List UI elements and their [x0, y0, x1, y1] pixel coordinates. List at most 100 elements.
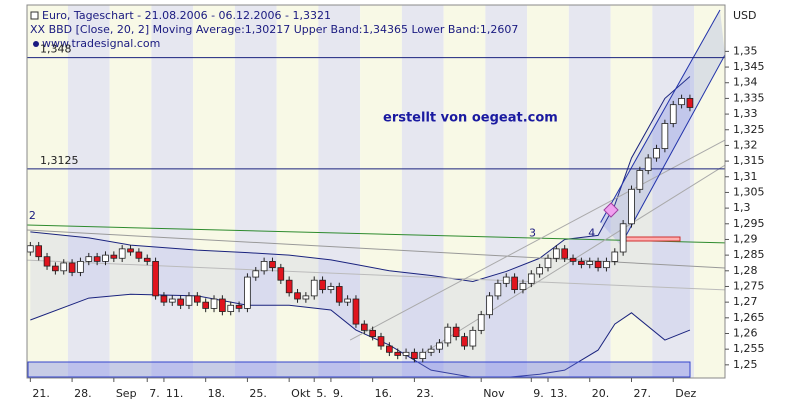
- highlight-box: [27, 361, 691, 378]
- candle-body: [653, 148, 660, 159]
- candle-body: [52, 265, 59, 272]
- marker: [620, 236, 681, 242]
- trendline: [27, 224, 725, 244]
- candle-body: [394, 351, 402, 356]
- candle-body: [260, 260, 268, 272]
- week-stripe: [485, 5, 528, 378]
- plot-area: [27, 9, 725, 378]
- candle-body: [427, 348, 435, 353]
- candle-body: [611, 251, 619, 262]
- candle-body: [477, 314, 485, 331]
- candle-body: [177, 298, 184, 306]
- y-tick-label: 1,33: [733, 107, 758, 120]
- trendline: [349, 139, 725, 341]
- source-icon: [33, 41, 39, 47]
- candle-body: [360, 323, 368, 331]
- x-tick-label: 28.: [74, 387, 92, 400]
- candle-body: [527, 273, 535, 284]
- horizontal-line-label: 1,3125: [40, 154, 79, 167]
- candle-body: [519, 282, 527, 291]
- week-stripe: [694, 5, 725, 378]
- candle-body: [60, 262, 68, 272]
- candle-body: [678, 98, 685, 106]
- candle-body: [436, 342, 443, 350]
- candle-body: [469, 329, 477, 347]
- source: www.tradesignal.com: [42, 37, 160, 50]
- candle-body: [586, 260, 594, 265]
- candle-body: [461, 336, 468, 347]
- x-tick-label: Nov: [483, 387, 505, 400]
- candle-body: [85, 256, 93, 262]
- plot-frame: [26, 4, 726, 379]
- candle-body: [452, 326, 460, 338]
- y-tick-label: 1,3: [733, 201, 751, 214]
- y-tick-label: 1,255: [733, 342, 765, 355]
- candle-body: [118, 248, 126, 259]
- candle-body: [252, 270, 260, 278]
- candle-body: [93, 256, 101, 262]
- candle-body: [344, 298, 351, 303]
- week-stripe: [527, 5, 569, 378]
- y-tick-label: 1,25: [733, 358, 758, 371]
- x-tick-label: 27.: [633, 387, 651, 400]
- candle-body: [219, 298, 226, 312]
- candle-body: [294, 292, 301, 300]
- week-stripe: [67, 5, 110, 378]
- x-tick-label: 18.: [208, 387, 226, 400]
- candle-body: [411, 351, 418, 359]
- candle-body: [561, 248, 569, 259]
- candle-body: [502, 276, 510, 284]
- y-tick-label: 1,31: [733, 170, 758, 183]
- watermark: erstellt von oegeat.com: [383, 111, 558, 126]
- x-tick-label: 9.: [333, 387, 344, 400]
- candle-body: [127, 248, 134, 253]
- candle-body: [419, 351, 427, 359]
- subtitle: XX BBD [Close, 20, 2] Moving Average:1,3…: [30, 23, 518, 36]
- x-tick-label: Okt: [291, 387, 311, 400]
- candle-body: [628, 188, 635, 225]
- y-tick-label: 1,28: [733, 264, 758, 277]
- candle-body: [352, 298, 360, 325]
- week-stripes: [27, 5, 725, 378]
- candle-body: [603, 260, 610, 269]
- candle-body: [77, 260, 84, 273]
- candle-body: [686, 98, 694, 108]
- x-tick-label: 23.: [416, 387, 434, 400]
- candle-body: [244, 276, 251, 309]
- y-tick-label: 1,275: [733, 279, 765, 292]
- x-tick-label: 7.: [149, 387, 160, 400]
- candle-body: [661, 123, 669, 149]
- candle-body: [310, 279, 318, 297]
- week-stripe: [401, 5, 444, 378]
- x-tick-label: 13.: [550, 387, 568, 400]
- week-stripe: [27, 5, 68, 378]
- candle-body: [35, 245, 43, 258]
- week-stripe: [568, 5, 611, 378]
- candle-body: [227, 304, 235, 312]
- trendline: [600, 9, 721, 223]
- y-tick-label: 1,27: [733, 295, 758, 308]
- band-line: [30, 76, 691, 282]
- annotation: 3: [529, 226, 536, 239]
- x-tick-label: 5.: [316, 387, 327, 400]
- y-tick-label: 1,26: [733, 326, 758, 339]
- candle-body: [335, 286, 343, 303]
- week-stripe: [276, 5, 319, 378]
- candle-body: [43, 256, 51, 267]
- annotation: 2: [29, 209, 36, 222]
- y-tick-label: 1,285: [733, 248, 765, 261]
- candle-body: [619, 223, 627, 253]
- y-tick-label: 1,325: [733, 123, 765, 136]
- candle-body: [444, 326, 452, 344]
- y-tick-label: 1,34: [733, 76, 758, 89]
- candle-body: [194, 295, 201, 303]
- candle-body: [569, 257, 577, 262]
- x-tick-label: 16.: [375, 387, 393, 400]
- week-stripe: [234, 5, 277, 378]
- candle-body: [553, 248, 560, 259]
- candle-body: [285, 279, 293, 294]
- candle-body: [152, 260, 159, 297]
- week-stripe: [151, 5, 194, 378]
- horizontal-line-label: 1,348: [40, 43, 72, 56]
